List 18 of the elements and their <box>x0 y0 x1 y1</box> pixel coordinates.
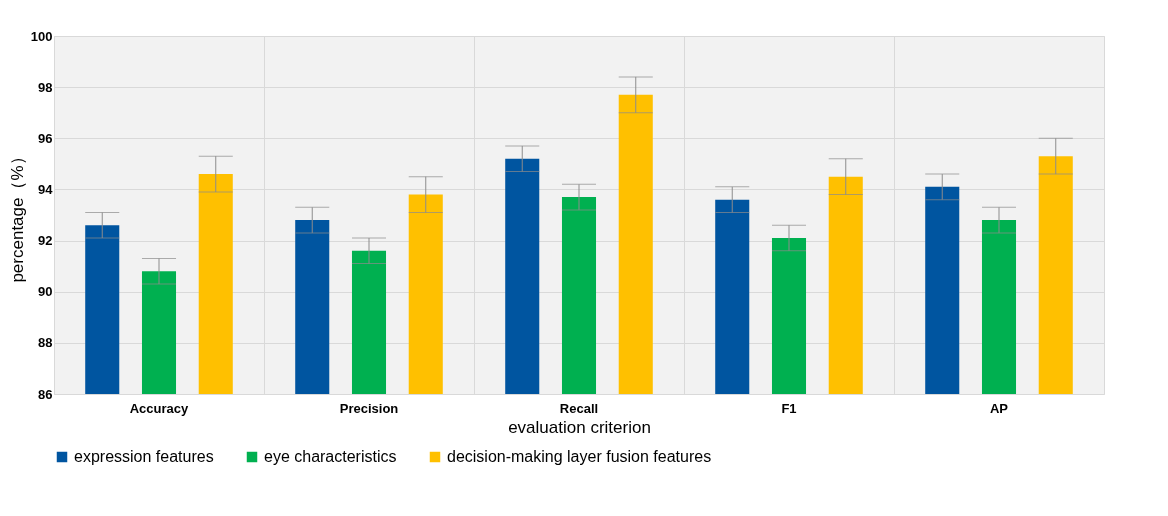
x-tick-label: Recall <box>559 400 599 416</box>
x-tick-label: Precision <box>339 400 399 416</box>
x-tick-label: AP <box>989 400 1009 416</box>
x-axis-title: evaluation criterion <box>508 417 651 437</box>
y-tick-label: 86 <box>38 386 53 402</box>
y-axis-title: percentage（%） <box>7 148 27 283</box>
x-tick-label: Accuracy <box>129 400 190 416</box>
legend-label: decision-making layer fusion features <box>447 448 712 465</box>
y-tick-label: 92 <box>38 233 53 249</box>
legend-label: eye characteristics <box>264 448 397 465</box>
y-tick-label: 96 <box>38 130 53 146</box>
y-tick-label: 98 <box>38 79 53 95</box>
x-tick-label: F1 <box>781 400 797 416</box>
y-tick-label: 94 <box>38 181 54 197</box>
legend-label: expression features <box>74 448 214 465</box>
y-tick-label: 90 <box>38 284 53 300</box>
y-tick-label: 88 <box>38 335 53 351</box>
y-tick-label: 100 <box>30 28 53 44</box>
